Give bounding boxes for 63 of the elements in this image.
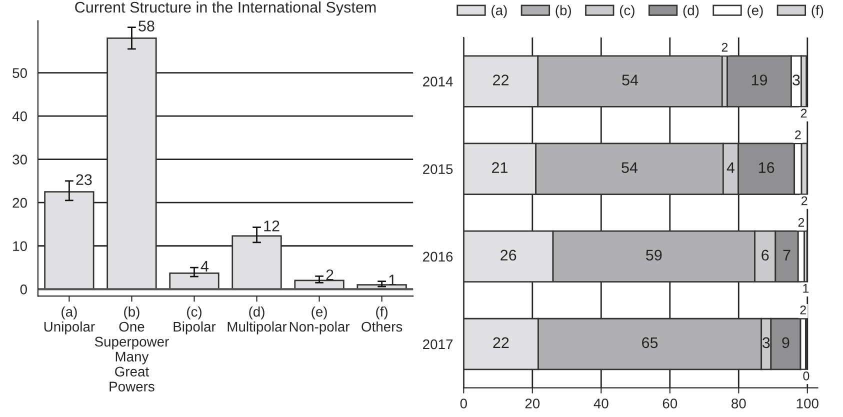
x-tick-label: 40	[594, 398, 608, 408]
data-label: 1	[389, 274, 396, 286]
x-tick-label: (f) Others	[362, 306, 402, 332]
data-label: 22	[493, 74, 509, 86]
bar	[44, 191, 94, 290]
data-label: 7	[783, 250, 790, 260]
x-tick-label: (a) Unipolar	[44, 306, 95, 334]
data-label: 2	[795, 130, 801, 140]
data-label: 3	[792, 74, 800, 86]
x-tick-label: (c) Bipolar	[174, 306, 216, 334]
legend-label: (f)	[812, 5, 824, 18]
x-tick-label: (d) Multipolar	[228, 306, 287, 334]
data-label: 59	[646, 250, 662, 261]
data-label: 54	[622, 74, 638, 86]
y-tick-label: 0	[20, 284, 27, 294]
data-label: 58	[138, 20, 154, 32]
data-label: 21	[492, 162, 508, 173]
legend-label: (b)	[556, 5, 572, 18]
data-label: 2	[326, 269, 334, 280]
y-tick-label: 10	[13, 241, 27, 252]
bar	[169, 272, 220, 290]
data-label: 2	[800, 306, 806, 314]
x-tick-label: 0	[460, 398, 467, 408]
legend-label: (e)	[748, 5, 763, 18]
data-label: 3	[762, 337, 770, 348]
data-label: 54	[622, 162, 638, 173]
legend-label: (c)	[620, 5, 634, 18]
data-label: 26	[500, 250, 516, 261]
data-label: 22	[493, 337, 509, 348]
y-tick-label: 30	[12, 154, 27, 164]
y-tick-label: 2015	[423, 164, 453, 174]
data-label: 2	[800, 108, 807, 118]
data-label: 19	[752, 74, 768, 86]
x-tick-label: (b) One Superpower Many Great Powers	[94, 306, 169, 392]
legend-label: (d)	[683, 5, 699, 18]
y-tick-label: 2014	[423, 76, 453, 86]
data-label: 2	[722, 42, 728, 52]
x-tick-label: 20	[525, 398, 540, 408]
legend-label: (a)	[492, 5, 507, 18]
bar	[106, 37, 157, 290]
x-tick-label: 100	[796, 398, 818, 408]
data-label: 6	[762, 250, 769, 261]
y-tick-label: 40	[12, 111, 27, 122]
data-label: 1	[803, 284, 809, 293]
x-tick-label: 80	[732, 398, 746, 408]
data-label: 65	[642, 337, 658, 348]
data-label: 12	[264, 220, 280, 232]
x-tick-label: (e) Non-polar	[290, 306, 350, 334]
y-tick-label: 20	[12, 198, 27, 208]
y-tick-label: 2016	[423, 252, 453, 262]
y-tick-label: 2017	[423, 339, 453, 350]
data-label: 0	[803, 372, 810, 380]
data-label: 16	[758, 162, 774, 173]
data-label: 2	[801, 196, 808, 206]
x-tick-label: 60	[662, 398, 678, 408]
data-label: 9	[782, 337, 790, 348]
data-label: 4	[200, 260, 209, 272]
data-label: 4	[726, 162, 735, 173]
chart-title: Current Structure in the International System	[75, 1, 376, 16]
data-label: 23	[76, 174, 92, 186]
data-label: 2	[798, 218, 804, 227]
y-tick-label: 50	[12, 68, 27, 78]
bar	[232, 235, 282, 290]
